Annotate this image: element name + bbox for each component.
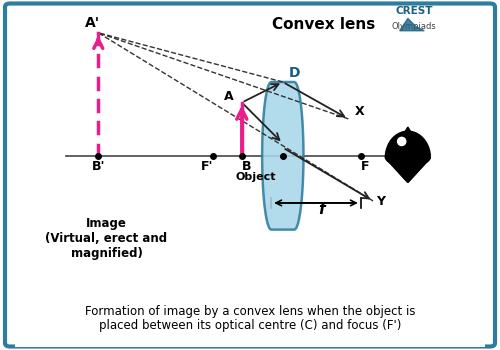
Polygon shape <box>262 82 304 230</box>
Text: F': F' <box>200 160 213 173</box>
Text: CREST: CREST <box>395 6 433 16</box>
Text: X: X <box>354 105 364 118</box>
Text: A': A' <box>84 16 100 30</box>
Polygon shape <box>388 127 428 160</box>
Text: F: F <box>362 160 370 173</box>
Polygon shape <box>386 158 430 182</box>
Text: Formation of image by a convex lens when the object is
placed between its optica: Formation of image by a convex lens when… <box>85 304 415 332</box>
Text: Olympiads: Olympiads <box>392 22 436 31</box>
Text: B': B' <box>92 160 105 173</box>
FancyBboxPatch shape <box>0 288 500 349</box>
Text: Y: Y <box>376 195 386 208</box>
Circle shape <box>402 139 414 152</box>
Text: B: B <box>242 160 252 173</box>
Text: Convex lens: Convex lens <box>272 17 376 32</box>
Circle shape <box>398 137 406 146</box>
Text: A: A <box>224 90 234 104</box>
Polygon shape <box>386 131 430 182</box>
Text: Image
(Virtual, erect and
magnified): Image (Virtual, erect and magnified) <box>46 217 168 260</box>
Circle shape <box>388 134 420 165</box>
Polygon shape <box>400 19 424 31</box>
Text: f: f <box>318 202 325 217</box>
Text: Object: Object <box>236 173 277 182</box>
Text: D: D <box>288 66 300 80</box>
Circle shape <box>392 134 418 160</box>
